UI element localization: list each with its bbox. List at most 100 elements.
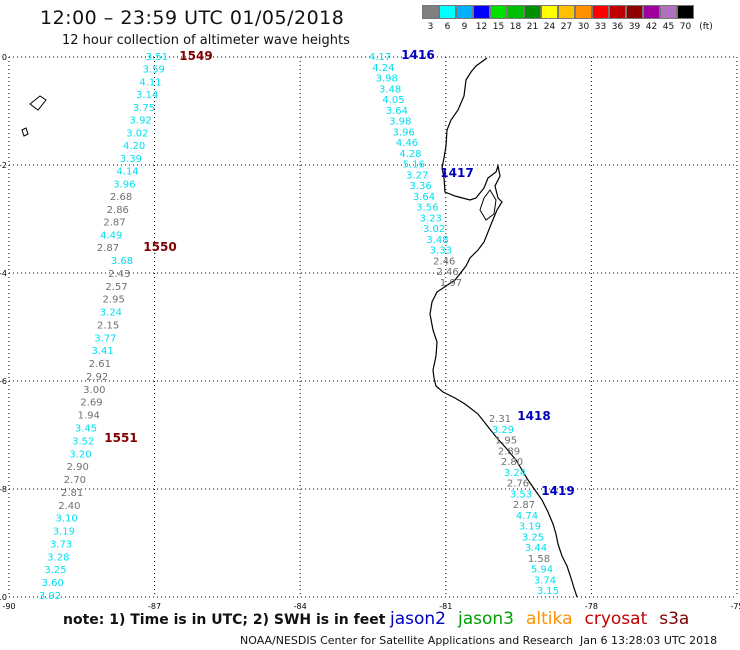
legend-label: 45 <box>662 22 675 32</box>
wave-height-value: 4.14 <box>116 167 138 178</box>
wave-height-value: 3.77 <box>94 333 116 344</box>
legend-label: 36 <box>611 22 624 32</box>
satellite-legend: jason2 jason3 altika cryosat s3a <box>390 609 689 629</box>
wave-height-value: 3.56 <box>416 203 438 214</box>
wave-height-value: 3.60 <box>42 578 64 589</box>
wave-height-value: 1.97 <box>440 278 462 289</box>
wave-height-value: 5.94 <box>531 565 553 576</box>
legend-label: 30 <box>577 22 590 32</box>
wave-height-value: 3.92 <box>130 116 152 127</box>
wave-height-value: 4.24 <box>372 63 394 74</box>
wave-height-value: 2.87 <box>513 500 535 511</box>
wave-height-value: 2.92 <box>86 372 108 383</box>
wave-height-value: 3.92 <box>39 591 61 602</box>
wave-height-value: 2.57 <box>105 282 127 293</box>
satellite-legend-item: cryosat <box>584 609 648 629</box>
wave-height-value: 2.95 <box>103 295 125 306</box>
legend-label: 15 <box>492 22 505 32</box>
footer-note: note: 1) Time is in UTC; 2) SWH is in fe… <box>63 612 386 628</box>
orbit-number-label: 1549 <box>179 49 212 63</box>
legend-swatch <box>524 5 541 19</box>
color-legend-labels: 3 6 9 12 15 18 21 24 27 30 33 36 39 42 45 70 (ft) <box>422 22 718 32</box>
y-tick-label: -6 <box>0 377 7 386</box>
wave-height-value: 3.74 <box>534 575 556 586</box>
wave-height-value: 2.87 <box>97 243 119 254</box>
satellite-legend-item: altika <box>526 609 573 629</box>
wave-height-value: 3.28 <box>47 552 69 563</box>
wave-height-value: 3.10 <box>55 514 77 525</box>
wave-height-value: 4.05 <box>382 95 404 106</box>
wave-height-value: 2.89 <box>498 446 520 457</box>
wave-height-value: 3.14 <box>136 90 158 101</box>
map-title: 12:00 – 23:59 UTC 01/05/2018 <box>40 7 345 29</box>
legend-label: 42 <box>645 22 658 32</box>
wave-height-value: 2.70 <box>64 475 86 486</box>
y-tick-label: -4 <box>0 269 7 278</box>
legend-label: 24 <box>543 22 556 32</box>
coastline <box>21 57 578 598</box>
orbit-number-label: 1417 <box>440 166 473 180</box>
legend-swatch <box>626 5 643 19</box>
wave-height-value: 3.36 <box>409 181 431 192</box>
wave-height-value: 2.76 <box>507 479 529 490</box>
legend-swatch <box>507 5 524 19</box>
wave-height-value: 3.19 <box>519 522 541 533</box>
gulf-island <box>479 189 497 221</box>
wave-height-value: 4.46 <box>396 138 418 149</box>
legend-label: 33 <box>594 22 607 32</box>
x-tick-label: -81 <box>439 602 452 611</box>
x-tick-label: -84 <box>294 602 307 611</box>
y-tick-label: -2 <box>0 161 7 170</box>
wave-height-value: 3.39 <box>120 154 142 165</box>
wave-height-value: 2.46 <box>433 256 455 267</box>
x-tick-label: -75 <box>730 602 740 611</box>
legend-label: 18 <box>509 22 522 32</box>
wave-height-value: 3.68 <box>111 256 133 267</box>
wave-height-value: 3.75 <box>133 103 155 114</box>
legend-label: 70 <box>679 22 692 32</box>
x-tick-label: -78 <box>585 602 598 611</box>
x-tick-label: -90 <box>2 602 15 611</box>
wave-height-value: 2.43 <box>108 269 130 280</box>
orbit-number-label: 1550 <box>143 240 176 254</box>
legend-swatch <box>660 5 677 19</box>
legend-swatch <box>456 5 473 19</box>
wave-height-value: 3.51 <box>146 52 168 63</box>
wave-height-value: 2.86 <box>107 205 129 216</box>
wave-height-value: 4.11 <box>139 77 161 88</box>
wave-height-value: 3.45 <box>75 424 97 435</box>
wave-height-value: 3.96 <box>113 179 135 190</box>
wave-height-value: 3.98 <box>389 117 411 128</box>
legend-label: 39 <box>628 22 641 32</box>
wave-height-value: 2.31 <box>489 414 511 425</box>
wave-height-value: 3.29 <box>492 425 514 436</box>
wave-height-value: 2.46 <box>436 267 458 278</box>
wave-height-value: 3.23 <box>420 213 442 224</box>
legend-label: 9 <box>461 22 468 32</box>
legend-swatch <box>422 5 439 19</box>
wave-height-value: 3.24 <box>504 468 526 479</box>
axis-ticks: -90 -87 -84 -81 -78 -75 0 -2 -4 -6 -8 -10 <box>0 53 740 611</box>
legend-swatch <box>609 5 626 19</box>
wave-height-value: 2.15 <box>97 320 119 331</box>
legend-swatch <box>439 5 456 19</box>
wave-height-value: 3.48 <box>426 235 448 246</box>
wave-height-value: 5.16 <box>403 160 425 171</box>
wave-height-value: 4.49 <box>100 230 122 241</box>
wave-height-value: 3.25 <box>522 532 544 543</box>
wave-height-value: 3.73 <box>50 539 72 550</box>
legend-label: 21 <box>526 22 539 32</box>
wave-height-value: 3.27 <box>406 170 428 181</box>
legend-swatch <box>558 5 575 19</box>
wave-height-value: 3.96 <box>393 127 415 138</box>
wave-height-value: 3.59 <box>143 65 165 76</box>
wave-height-value: 3.24 <box>100 308 122 319</box>
wave-height-value: 2.90 <box>67 462 89 473</box>
orbit-labels: 1549 1550 1551 1416 1417 1418 1419 <box>104 48 574 498</box>
satellite-legend-item: jason3 <box>458 609 514 629</box>
wave-height-value: 3.02 <box>126 128 148 139</box>
wave-height-value: 4.20 <box>123 141 145 152</box>
legend-swatch <box>490 5 507 19</box>
wave-height-value: 3.98 <box>376 74 398 85</box>
